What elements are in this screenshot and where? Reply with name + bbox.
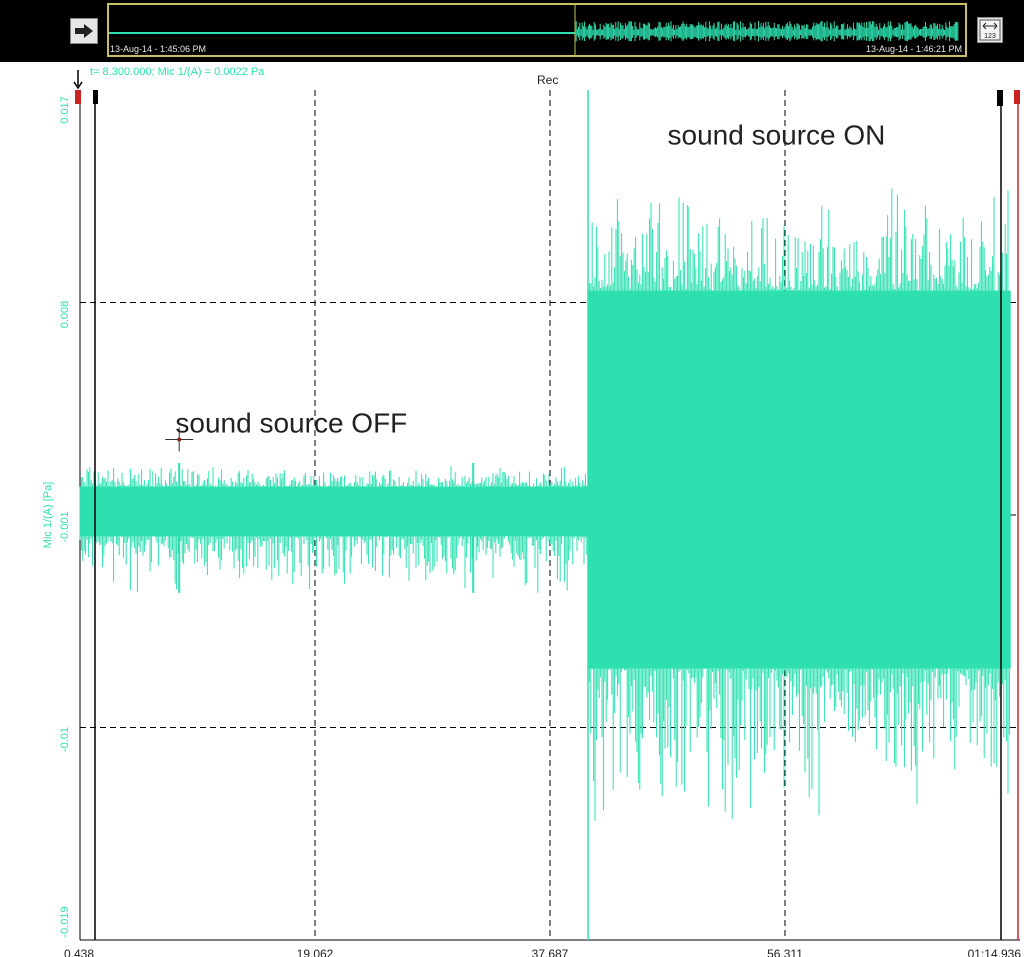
y-tick-label: 0.008 [59, 301, 71, 329]
signal-envelope [80, 486, 589, 537]
y-tick-label: 0.017 [59, 96, 71, 124]
fit-icon-text: 123 [984, 33, 996, 40]
right-arrow-icon [75, 24, 93, 38]
fit-range-button[interactable]: 123 [977, 17, 1003, 43]
x-tick-label: 01:14.936 [968, 947, 1022, 957]
time-cursor-arrow [73, 70, 83, 90]
right-edge-handle [1014, 90, 1020, 104]
overview-end-time: 13-Aug-14 - 1:46:21 PM [865, 44, 962, 54]
x-tick-label: 56.311 [767, 947, 803, 957]
left-edge-marker [75, 90, 81, 104]
markers [73, 70, 1020, 940]
x-tick-label: 19.062 [297, 947, 334, 957]
y-tick-label: -0.01 [59, 727, 71, 752]
cursor-point [177, 437, 182, 442]
x-tick-label: 37.687 [532, 947, 569, 957]
annotation-label: sound source ON [668, 119, 886, 150]
signal-waveform [79, 188, 1011, 821]
range-start-handle [93, 90, 98, 104]
y-tick-label: -0.001 [59, 511, 71, 542]
top-toolbar: 13-Aug-14 - 1:45:06 PM 13-Aug-14 - 1:46:… [0, 0, 1024, 62]
fit-range-icon: 123 [979, 19, 1001, 41]
y-tick-label: -0.019 [59, 906, 71, 937]
x-tick-label: 0.438 [64, 947, 94, 957]
nav-arrow-button[interactable] [70, 18, 98, 44]
rec-label: Rec [537, 73, 559, 87]
signal-trace [79, 466, 588, 593]
tick-labels: 0.438 19.062 37.687 56.311 01:14.936 0.017 0.0… [59, 96, 1021, 957]
overview-strip[interactable]: 13-Aug-14 - 1:45:06 PM 13-Aug-14 - 1:46:… [107, 3, 967, 57]
annotation-label: sound source OFF [175, 407, 407, 438]
range-end-handle [997, 90, 1003, 106]
overview-waveform [109, 5, 959, 55]
overview-start-time: 13-Aug-14 - 1:45:06 PM [110, 44, 207, 54]
cursor-readout: t= 8.300.000; Mic 1/(A) = 0.0022 Pa [90, 66, 265, 78]
